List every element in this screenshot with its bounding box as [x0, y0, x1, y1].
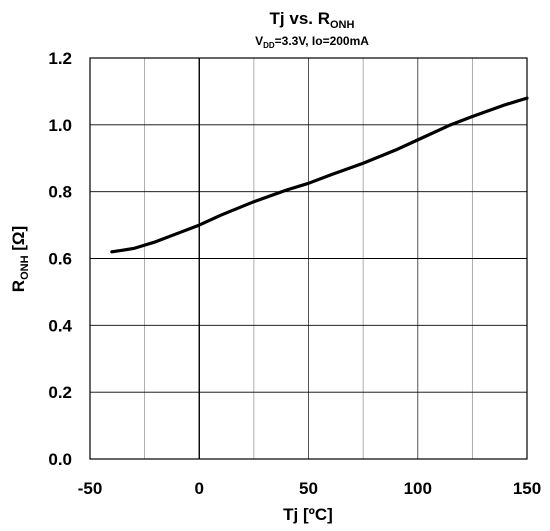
y-tick-label: 0.4: [48, 316, 72, 335]
x-tick-label: 150: [513, 479, 541, 498]
y-tick-label: 1.2: [48, 49, 72, 68]
x-axis-label: Tj [ºC]: [283, 505, 333, 524]
x-tick-label: 0: [195, 479, 204, 498]
x-tick-label: -50: [78, 479, 103, 498]
y-tick-label: 1.0: [48, 116, 72, 135]
tick-labels: -50 0 50 100 150 0.0 0.2 0.4 0.6 0.8 1.0 1.2: [48, 49, 541, 498]
chart-title: Tj vs. RONH: [270, 9, 355, 31]
grid: [90, 58, 527, 459]
series: [110, 96, 529, 254]
y-tick-label: 0.6: [48, 250, 72, 269]
y-axis-label: RONH [Ω]: [9, 226, 31, 292]
x-tick-label: 50: [299, 479, 318, 498]
y-tick-label: 0.2: [48, 383, 72, 402]
x-tick-label: 100: [404, 479, 432, 498]
chart-subtitle: VDD=3.3V, Io=200mA: [255, 34, 369, 50]
series-line: [110, 96, 529, 254]
y-tick-label: 0.0: [48, 450, 72, 469]
plot-frame: [89, 57, 528, 460]
y-tick-label: 0.8: [48, 183, 72, 202]
